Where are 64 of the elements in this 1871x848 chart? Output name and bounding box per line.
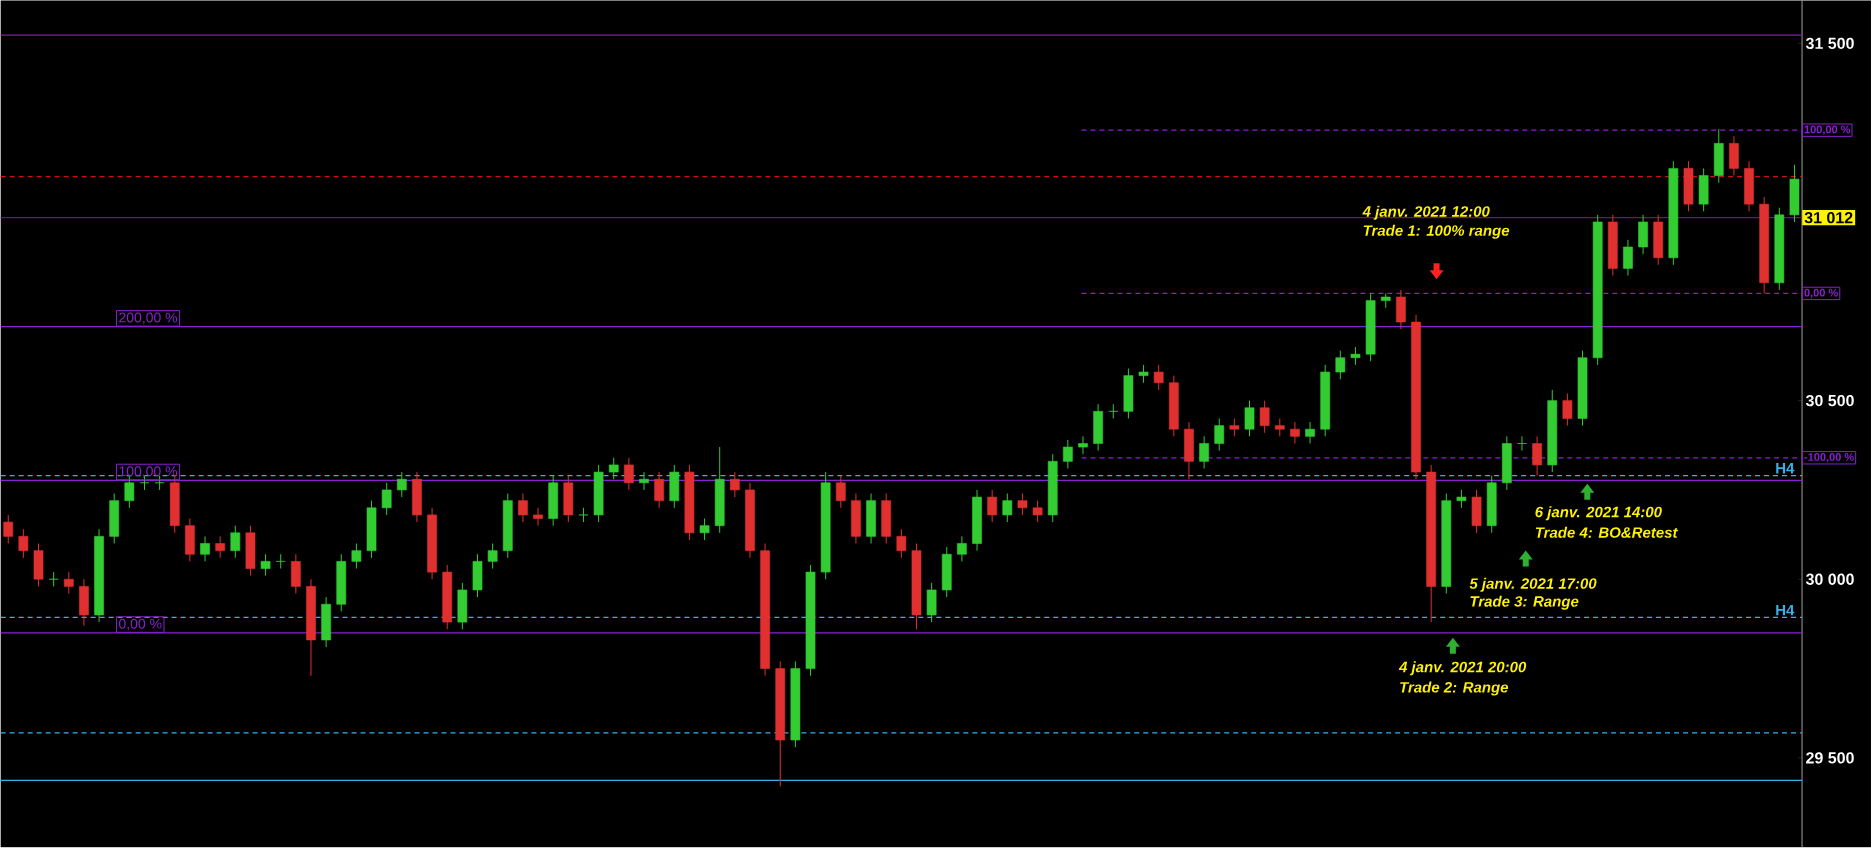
candlestick [215,536,225,559]
candlestick [200,536,210,563]
candlestick [487,543,498,570]
candlestick [230,525,241,559]
annotation: Trade 1: 100% range [1363,225,1510,239]
candlestick [1017,493,1028,516]
candlestick [1214,418,1225,452]
candlestick [48,571,59,588]
candlestick [1335,350,1346,380]
candlestick [63,571,74,595]
ref-line-label: H4 [1776,463,1795,474]
candlestick [1562,393,1573,427]
annotation: 100,00 % [119,466,178,478]
annotation: 4 janv. 2021 20:00 [1398,661,1527,676]
candlestick [987,489,998,523]
annotation: Trade 2: Range [1400,681,1509,696]
text: -100,00 % [1804,453,1854,463]
y-tick-label: 29 500 [1806,752,1854,764]
candlestick [275,553,286,570]
candlestick [729,471,740,498]
candlestick [381,482,392,516]
candlestick [1244,400,1255,437]
candlestick [1199,436,1209,470]
candlestick [1063,439,1073,470]
candlestick [957,536,967,563]
candlestick [518,493,528,523]
candlestick [1532,436,1542,477]
candlestick [608,457,619,480]
annotation: Trade 3: Range [1470,595,1579,610]
candlestick [1290,421,1300,445]
candlestick [1153,364,1164,391]
candlestick [1623,239,1633,277]
ref-line-label: 31 012 [1804,212,1853,224]
annotation: 200,00 % [119,312,178,325]
candlestick [699,518,710,541]
annotation: 6 janv. 2021 14:00 [1535,506,1662,521]
candlestick [3,514,14,545]
annotation: 0,00 % [118,618,162,631]
candlestick [639,471,649,491]
candlestick [351,543,362,570]
candlestick [1259,400,1270,434]
candlestick [1305,421,1315,445]
y-tick-label: 30 500 [1805,395,1854,407]
y-tick-label: 30 000 [1805,573,1854,586]
candlestick [1108,403,1119,420]
candlestick [18,528,29,559]
candlestick [1078,436,1088,455]
candlestick [260,553,271,577]
y-tick-label: 31 500 [1805,37,1854,50]
candlestick [396,471,407,498]
candlestick [1002,493,1013,523]
candlestick [624,457,634,491]
annotation: 4 janv. 2021 12:00 [1362,205,1490,220]
candlestick [835,475,846,509]
annotation: Trade 4: BO&Retest [1535,527,1679,539]
candlestick [533,507,543,527]
candlestick [1032,500,1043,523]
candlestick [896,528,907,559]
text: 100,00 % [1804,125,1851,136]
text: 0,00 % [1804,288,1838,299]
annotation: 5 janv. 2021 17:00 [1469,578,1597,592]
candlestick [1517,436,1527,452]
ref-line-label: H4 [1776,605,1795,616]
candlestick [654,471,664,509]
